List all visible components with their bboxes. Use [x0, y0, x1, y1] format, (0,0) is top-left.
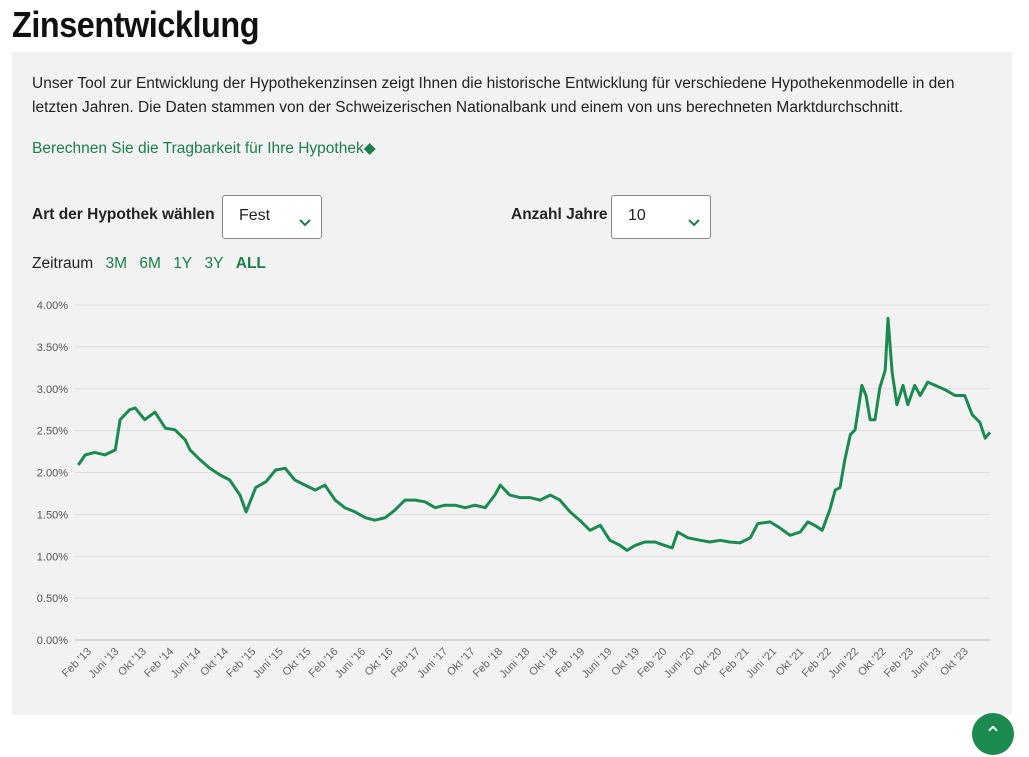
x-tick-label: Juni '18	[497, 646, 532, 681]
y-tick-label: 0.00%	[37, 635, 68, 647]
y-tick-label: 1.00%	[37, 551, 68, 563]
y-tick-label: 3.00%	[37, 384, 68, 396]
y-tick-label: 2.00%	[37, 468, 68, 480]
x-tick-label: Juni '19	[580, 646, 615, 681]
x-tick-label: Juni '22	[826, 646, 861, 681]
y-tick-label: 3.50%	[37, 342, 68, 354]
y-tick-label: 0.50%	[37, 593, 68, 605]
x-tick-label: Juni '13	[86, 646, 121, 681]
x-tick-label: Juni '15	[251, 646, 286, 681]
series-line	[78, 318, 990, 550]
x-tick-label: Okt '23	[938, 646, 971, 679]
x-tick-label: Juni '14	[169, 646, 204, 681]
y-tick-label: 1.50%	[37, 509, 68, 521]
x-tick-label: Juni '23	[908, 646, 943, 681]
x-tick-label: Juni '17	[415, 646, 450, 681]
chevron-up-icon: ⌃	[984, 722, 1002, 747]
y-tick-label: 2.50%	[37, 426, 68, 438]
x-tick-label: Juni '21	[744, 646, 779, 681]
x-tick-label: Juni '16	[333, 646, 368, 681]
y-tick-label: 4.00%	[37, 300, 68, 312]
x-tick-label: Juni '20	[662, 646, 697, 681]
